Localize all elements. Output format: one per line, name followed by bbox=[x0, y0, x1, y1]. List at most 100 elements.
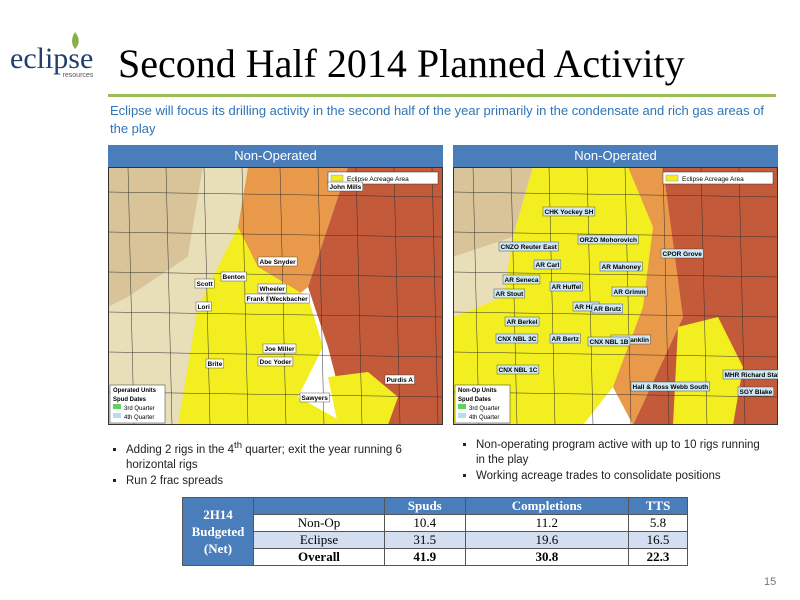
county-line bbox=[431, 166, 439, 426]
title-rule bbox=[108, 94, 776, 97]
row-label: Non-Op bbox=[253, 514, 385, 532]
logo-name: eclipse bbox=[10, 42, 94, 75]
well-label-box bbox=[496, 364, 540, 375]
well-label: ORZO Mohorovich bbox=[580, 237, 637, 244]
county-line bbox=[165, 166, 173, 426]
legend-swatch bbox=[113, 413, 121, 418]
bullet-text: quarter; exit the year running 6 horizon… bbox=[126, 443, 402, 471]
acreage-legend: Eclipse Acreage Area bbox=[347, 176, 409, 183]
panel: Non-Operated Eclipse Acreage Area Operate… bbox=[107, 145, 444, 430]
acreage-swatch bbox=[330, 174, 344, 182]
well-label-box bbox=[502, 274, 541, 285]
table-row: Non-Op 10.4 11.2 5.8 bbox=[182, 514, 688, 532]
map-region bbox=[328, 372, 398, 425]
well-label-box bbox=[549, 333, 581, 344]
well-label: Hall & Ross Webb South bbox=[633, 384, 709, 391]
well-label: AR Stout bbox=[496, 291, 525, 298]
well-label-box bbox=[257, 256, 298, 267]
legend-text: 4th Quarter bbox=[469, 415, 499, 421]
cell: 22.3 bbox=[628, 548, 688, 566]
well-label: Lori bbox=[198, 304, 210, 311]
well-label-box bbox=[533, 259, 562, 270]
well-label: AR Grimm bbox=[614, 289, 646, 296]
bullet-text: th bbox=[234, 440, 243, 451]
well-label: Sawyers bbox=[302, 395, 329, 402]
corner-line: 2H14 bbox=[203, 507, 233, 522]
legend-text: Non-Op Units bbox=[458, 388, 497, 394]
bullet-text: Run 2 frac spreads bbox=[126, 474, 224, 487]
panel: Non-Operated Eclipse Acreage Area Non-Op … bbox=[452, 145, 798, 430]
well-label: CNX NBL 1B bbox=[590, 339, 629, 346]
county-line bbox=[355, 166, 363, 426]
bullet-text: Working acreage trades to consolidate po… bbox=[476, 470, 721, 482]
well-label: CHK Yockey SH bbox=[545, 209, 594, 216]
county-line bbox=[472, 166, 480, 426]
map-border bbox=[108, 167, 443, 425]
bullet-text: Non-operating program active with up to … bbox=[476, 439, 760, 466]
row-label: Overall bbox=[253, 548, 385, 566]
table-row: Eclipse 31.5 19.6 16.5 bbox=[182, 531, 688, 549]
bullet: Working acreage trades to consolidate po… bbox=[476, 469, 762, 484]
well-label-box bbox=[737, 386, 774, 397]
map-region bbox=[108, 167, 203, 307]
well-label-box bbox=[262, 343, 297, 354]
well-label: AR Brutz bbox=[594, 306, 623, 313]
well-label-box bbox=[630, 381, 710, 392]
well-label: Weckbacher bbox=[270, 296, 309, 303]
legend-text: 4th Quarter bbox=[124, 415, 154, 421]
well-label: John Mills bbox=[330, 184, 362, 191]
cell: 41.9 bbox=[384, 548, 466, 566]
table-header bbox=[253, 497, 385, 515]
well-label: Abe Snyder bbox=[260, 259, 297, 266]
well-label: CPOR Grove bbox=[663, 251, 703, 258]
table-header-row: 2H14 Budgeted (Net) Spuds Completions TTS bbox=[182, 497, 688, 566]
map-region bbox=[453, 167, 653, 425]
cell: 30.8 bbox=[464, 548, 630, 566]
well-label: Scott bbox=[197, 281, 214, 288]
well-label: CNZO Reuter East bbox=[501, 244, 558, 251]
county-line bbox=[203, 166, 211, 426]
map-border bbox=[453, 167, 778, 425]
legend-text: 3rd Quarter bbox=[124, 406, 155, 412]
county-line bbox=[452, 191, 779, 198]
well-label-box bbox=[220, 271, 247, 282]
cell: 31.5 bbox=[384, 531, 466, 549]
cell: 10.4 bbox=[384, 514, 466, 532]
well-label-box bbox=[591, 303, 624, 314]
well-label: CNX NBL 1C bbox=[499, 367, 538, 374]
panel-header: Non-Operated bbox=[453, 145, 778, 167]
bullet: Non-operating program active with up to … bbox=[476, 438, 762, 468]
well-label: AR Franklin bbox=[613, 337, 650, 344]
panel-header: Non-Operated bbox=[108, 145, 443, 167]
county-line bbox=[452, 231, 779, 238]
page-number: 15 bbox=[764, 576, 777, 588]
corner-line: (Net) bbox=[203, 541, 233, 556]
well-label-box bbox=[495, 333, 539, 344]
well-label-box bbox=[299, 392, 330, 403]
map-region bbox=[178, 227, 348, 425]
legend-text: Spud Dates bbox=[458, 397, 492, 403]
well-label-box bbox=[205, 358, 225, 369]
well-label-box bbox=[257, 283, 287, 294]
county-line bbox=[452, 311, 779, 318]
table-corner: 2H14 Budgeted (Net) bbox=[182, 497, 254, 566]
county-line bbox=[317, 166, 325, 426]
legend-text: Spud Dates bbox=[113, 397, 147, 403]
county-line bbox=[107, 231, 444, 238]
well-label-box bbox=[327, 181, 363, 192]
map-region bbox=[453, 167, 533, 257]
well-label-box bbox=[549, 281, 583, 292]
map: Eclipse Acreage Area Non-Op Units Spud Dat… bbox=[452, 166, 798, 426]
subtitle: Eclipse will focus its drilling activity… bbox=[110, 103, 764, 136]
county-line bbox=[107, 311, 444, 318]
well-label: Benton bbox=[223, 274, 245, 281]
county-line bbox=[107, 191, 444, 198]
map-region bbox=[673, 317, 743, 425]
title: Second Half 2014 Planned Activity bbox=[118, 41, 685, 86]
well-label: AR Bertz bbox=[552, 336, 580, 343]
county-line bbox=[107, 351, 444, 358]
legend-text: 3rd Quarter bbox=[469, 406, 500, 412]
legend-text: Operated Units bbox=[113, 388, 157, 394]
county-line bbox=[452, 351, 779, 358]
